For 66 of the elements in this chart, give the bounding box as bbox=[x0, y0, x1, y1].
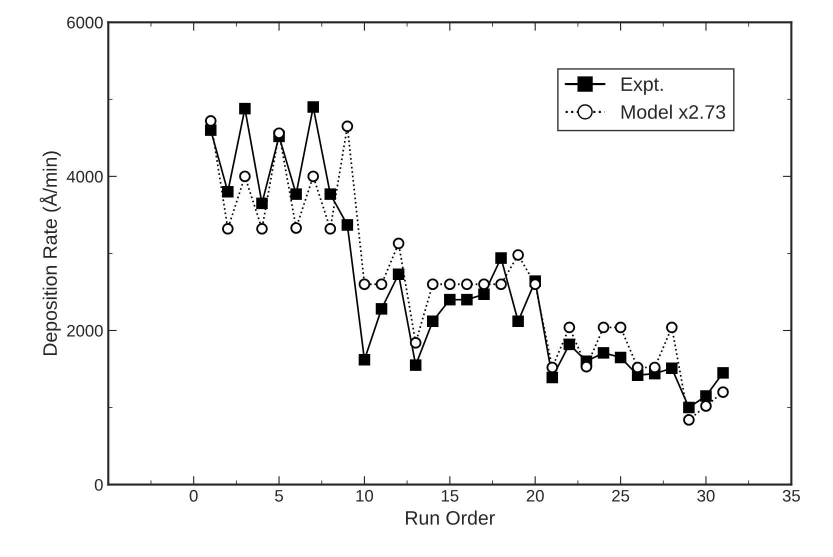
point bbox=[614, 352, 626, 364]
point bbox=[683, 414, 695, 426]
x-tick-label: 10 bbox=[356, 490, 374, 502]
point bbox=[342, 120, 354, 132]
x-tick-label: 5 bbox=[275, 490, 283, 502]
y-tick-label: 4000 bbox=[66, 170, 103, 183]
legend-label: Model x2.73 bbox=[622, 104, 726, 119]
point bbox=[717, 367, 729, 379]
point bbox=[426, 278, 439, 290]
x-tick-label: 25 bbox=[612, 490, 630, 502]
y-tick-label: 6000 bbox=[67, 16, 103, 28]
x-axis-title: Run Order bbox=[406, 510, 495, 525]
point bbox=[564, 338, 576, 350]
point bbox=[700, 400, 712, 412]
point bbox=[222, 223, 234, 235]
point bbox=[717, 386, 729, 398]
point bbox=[546, 372, 558, 384]
point bbox=[376, 278, 388, 290]
point bbox=[290, 222, 302, 234]
point bbox=[239, 170, 251, 182]
point bbox=[461, 278, 473, 290]
point bbox=[410, 359, 422, 371]
point bbox=[376, 303, 388, 315]
x-tick-label: 35 bbox=[782, 490, 800, 502]
point bbox=[512, 315, 524, 328]
x-tick-label: 15 bbox=[442, 490, 458, 502]
point bbox=[495, 252, 507, 264]
point bbox=[444, 278, 456, 290]
point bbox=[598, 322, 610, 334]
point bbox=[273, 127, 285, 139]
point bbox=[410, 337, 422, 349]
x-tick-label: 20 bbox=[526, 490, 544, 502]
point bbox=[239, 102, 251, 114]
point bbox=[666, 322, 678, 334]
point bbox=[342, 219, 354, 231]
point bbox=[666, 362, 678, 374]
point bbox=[324, 188, 336, 200]
point bbox=[495, 278, 507, 290]
point bbox=[512, 249, 524, 261]
point bbox=[256, 198, 268, 210]
point bbox=[426, 315, 439, 328]
point bbox=[358, 354, 370, 366]
point bbox=[256, 223, 268, 235]
point bbox=[307, 101, 319, 113]
legend-label: Expt. bbox=[622, 77, 663, 95]
point bbox=[461, 294, 473, 306]
point bbox=[392, 238, 404, 250]
point bbox=[564, 322, 576, 334]
point bbox=[324, 223, 336, 235]
point bbox=[700, 390, 712, 402]
point bbox=[290, 188, 302, 200]
point bbox=[614, 322, 626, 334]
x-tick-label: 30 bbox=[697, 490, 715, 502]
point bbox=[598, 347, 610, 359]
point bbox=[683, 402, 695, 414]
point bbox=[478, 288, 490, 300]
y-tick-label: 2000 bbox=[67, 324, 103, 337]
point bbox=[358, 278, 370, 290]
point bbox=[546, 362, 558, 374]
y-axis-title: Deposition Rate (Å/min) bbox=[40, 151, 61, 356]
x-tick-label: 0 bbox=[190, 490, 198, 502]
point bbox=[307, 170, 319, 182]
y-tick-label: 0 bbox=[94, 478, 103, 491]
point bbox=[392, 268, 404, 280]
point bbox=[222, 186, 234, 198]
point bbox=[444, 294, 456, 306]
